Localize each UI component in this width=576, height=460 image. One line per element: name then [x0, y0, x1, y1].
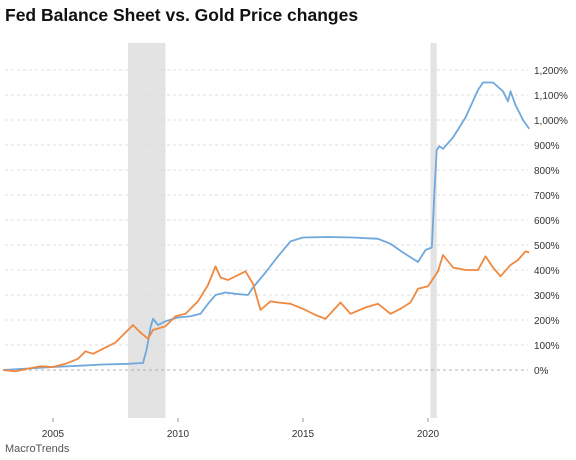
y-tick-label: 900%: [534, 141, 560, 152]
x-tick-label: 2015: [292, 429, 315, 440]
x-tick-label: 2020: [417, 429, 440, 440]
y-tick-label: 100%: [534, 341, 560, 352]
y-tick-label: 300%: [534, 291, 560, 302]
x-tick-label: 2005: [42, 429, 65, 440]
series-line-gold: [2, 250, 530, 373]
series-line-fed: [2, 81, 530, 371]
recession-band-1: [430, 43, 437, 418]
y-tick-label: 0%: [534, 366, 549, 377]
chart-title: Fed Balance Sheet vs. Gold Price changes: [5, 5, 359, 25]
y-tick-label: 600%: [534, 216, 560, 227]
y-tick-label: 700%: [534, 191, 560, 202]
y-tick-label: 500%: [534, 241, 560, 252]
source-label: MacroTrends: [5, 443, 70, 455]
y-tick-label: 1,200%: [534, 66, 568, 77]
y-tick-label: 400%: [534, 266, 560, 277]
y-tick-label: 200%: [534, 316, 560, 327]
recession-band-0: [128, 43, 166, 418]
x-tick-label: 2010: [167, 429, 190, 440]
y-tick-label: 1,000%: [534, 116, 568, 127]
y-tick-label: 800%: [534, 166, 560, 177]
y-tick-label: 1,100%: [534, 91, 568, 102]
